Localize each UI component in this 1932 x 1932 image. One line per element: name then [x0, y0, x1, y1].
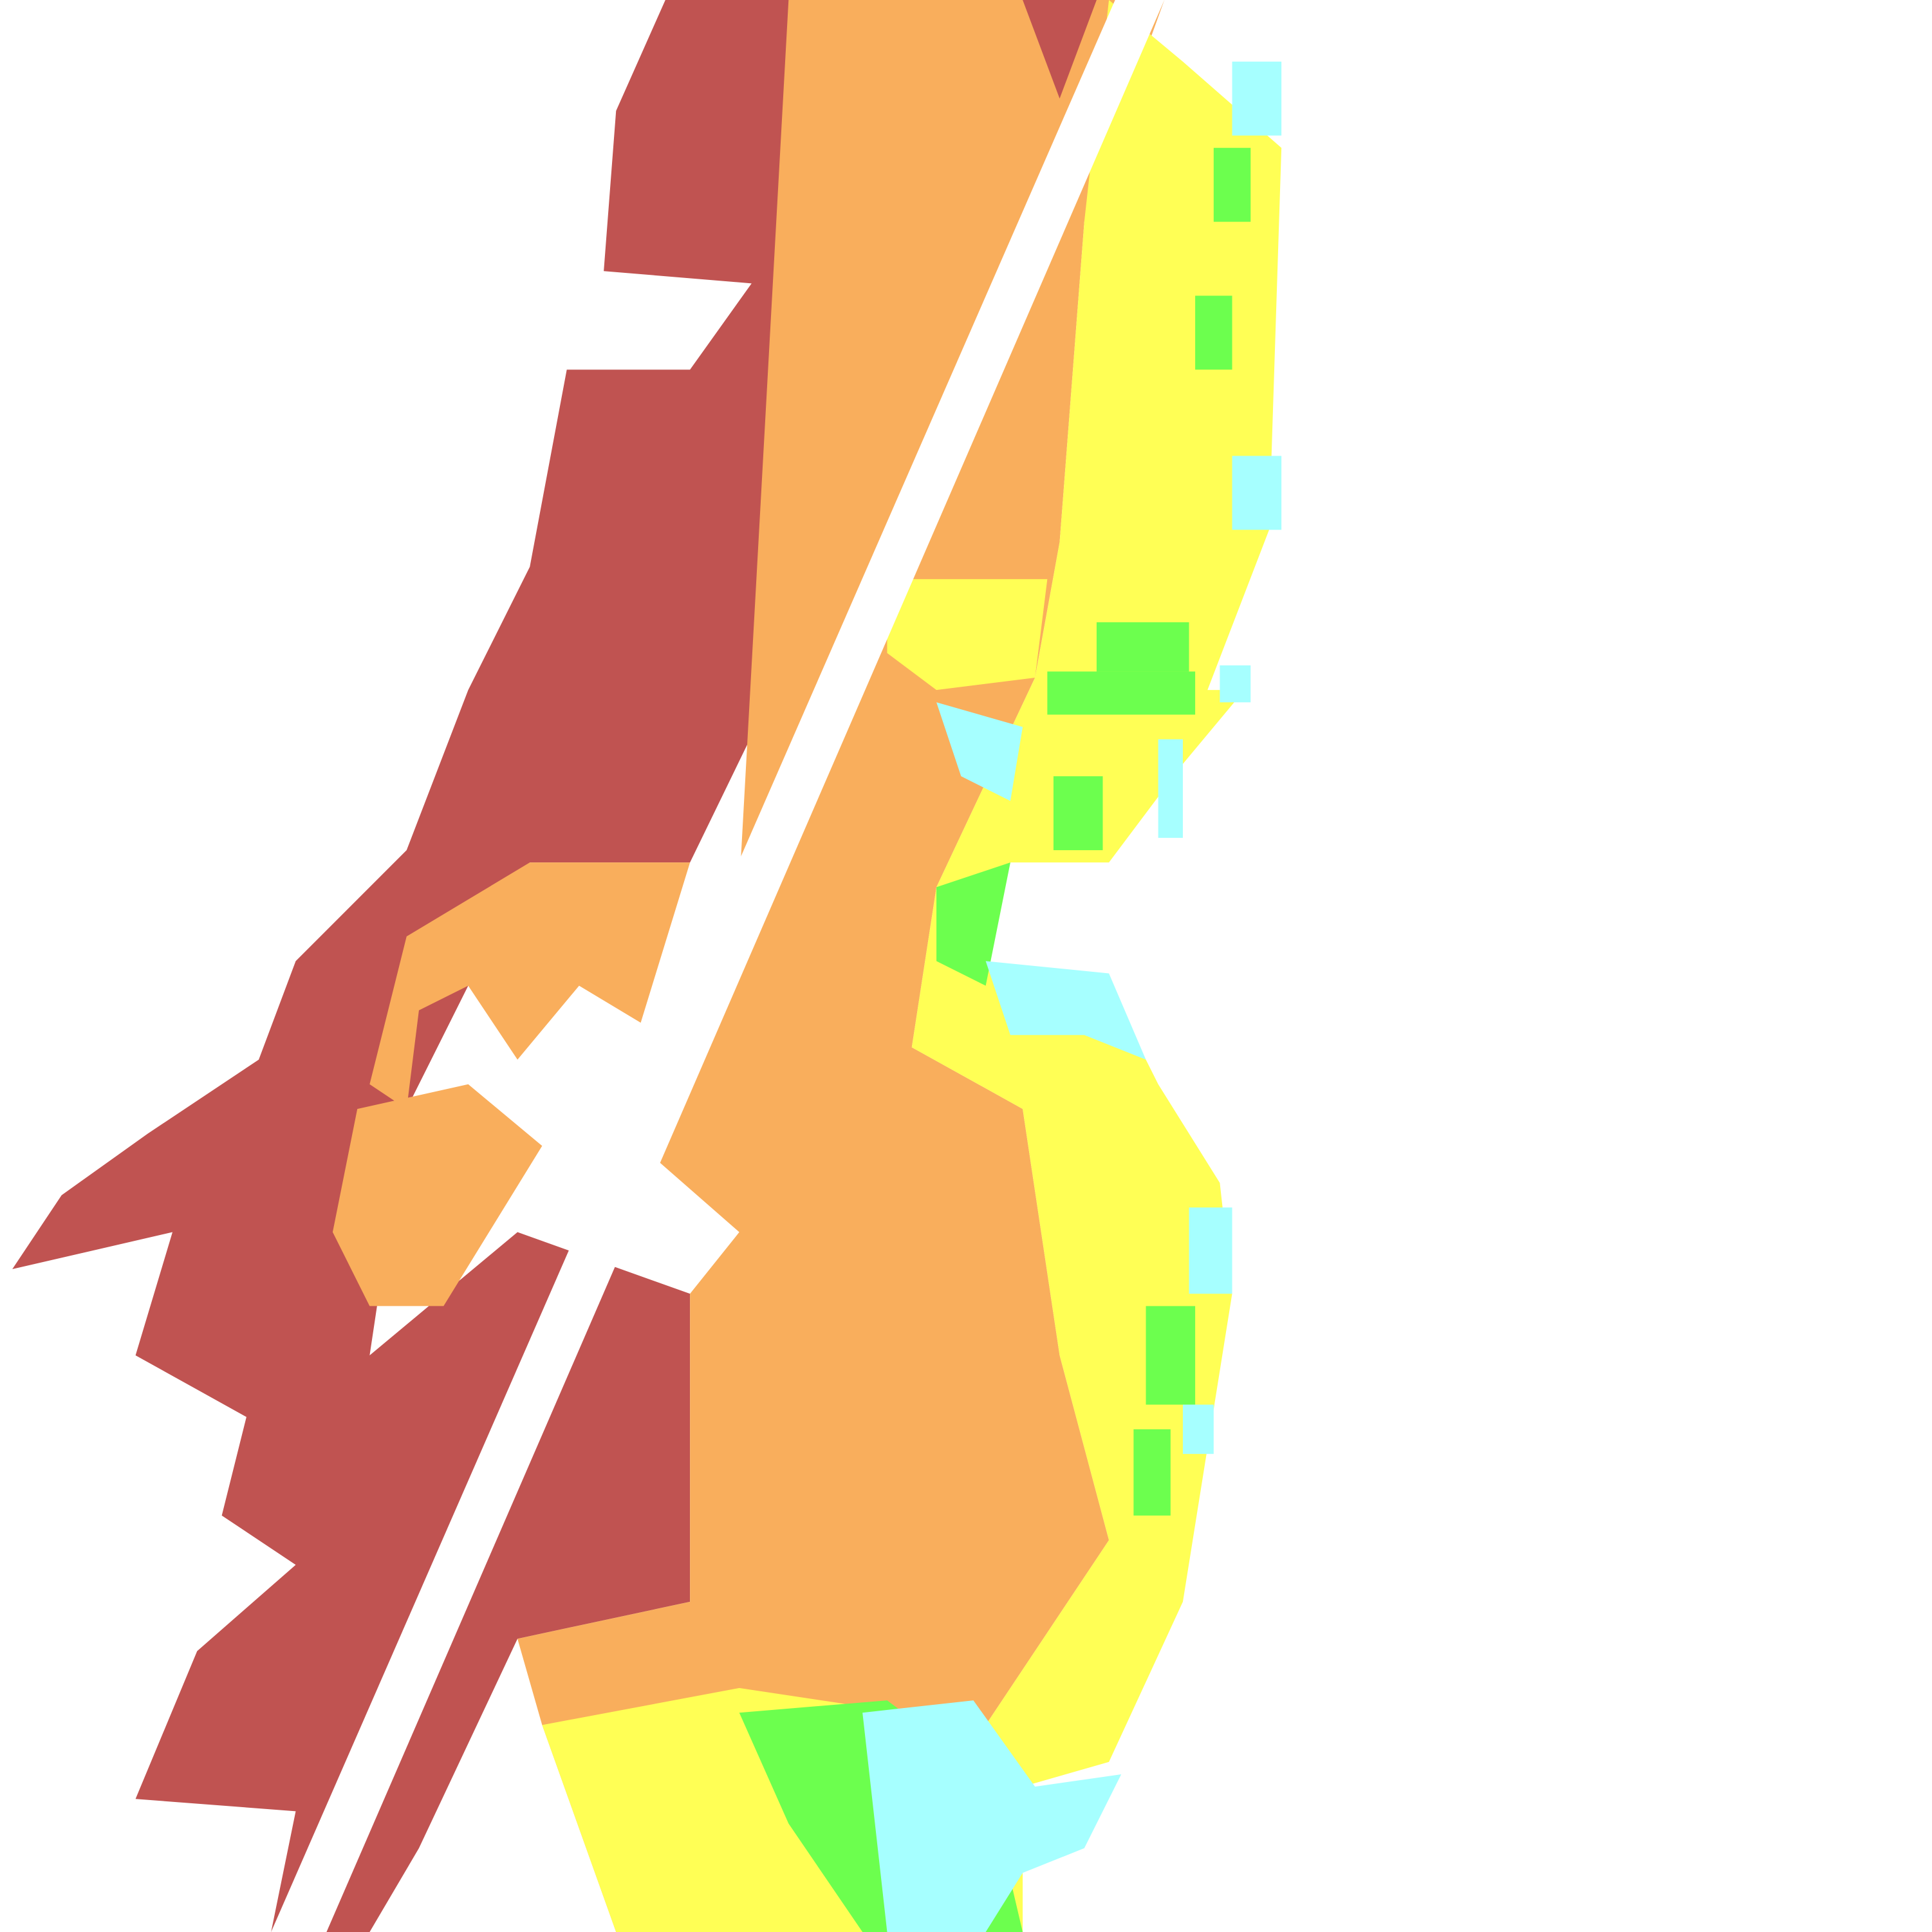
zone-class-3-mid [887, 579, 1048, 691]
green-block [1053, 776, 1103, 851]
zone-class-2-central [517, 0, 1165, 1932]
cyan-patch [936, 702, 1023, 801]
green-block [1047, 671, 1196, 715]
cyan-block [1182, 1404, 1214, 1454]
green-block [1096, 622, 1189, 672]
green-block [1213, 147, 1251, 222]
cyan-block [1189, 1207, 1232, 1294]
green-patch [936, 862, 1010, 986]
green-block [1133, 1429, 1171, 1516]
cyan-patch [862, 1700, 1122, 1932]
zone-class-2-strips [332, 1084, 543, 1306]
cyan-block [1158, 739, 1183, 838]
cyan-block [1232, 61, 1282, 136]
green-block [1195, 295, 1232, 370]
zone-class-2-west-pocket [369, 862, 691, 1110]
cyan-block [1220, 665, 1251, 703]
green-block [1146, 1306, 1196, 1405]
zone-class-5-edges [862, 61, 1282, 1932]
highway-corridor [271, 0, 1165, 1932]
cyan-block [1232, 456, 1282, 530]
